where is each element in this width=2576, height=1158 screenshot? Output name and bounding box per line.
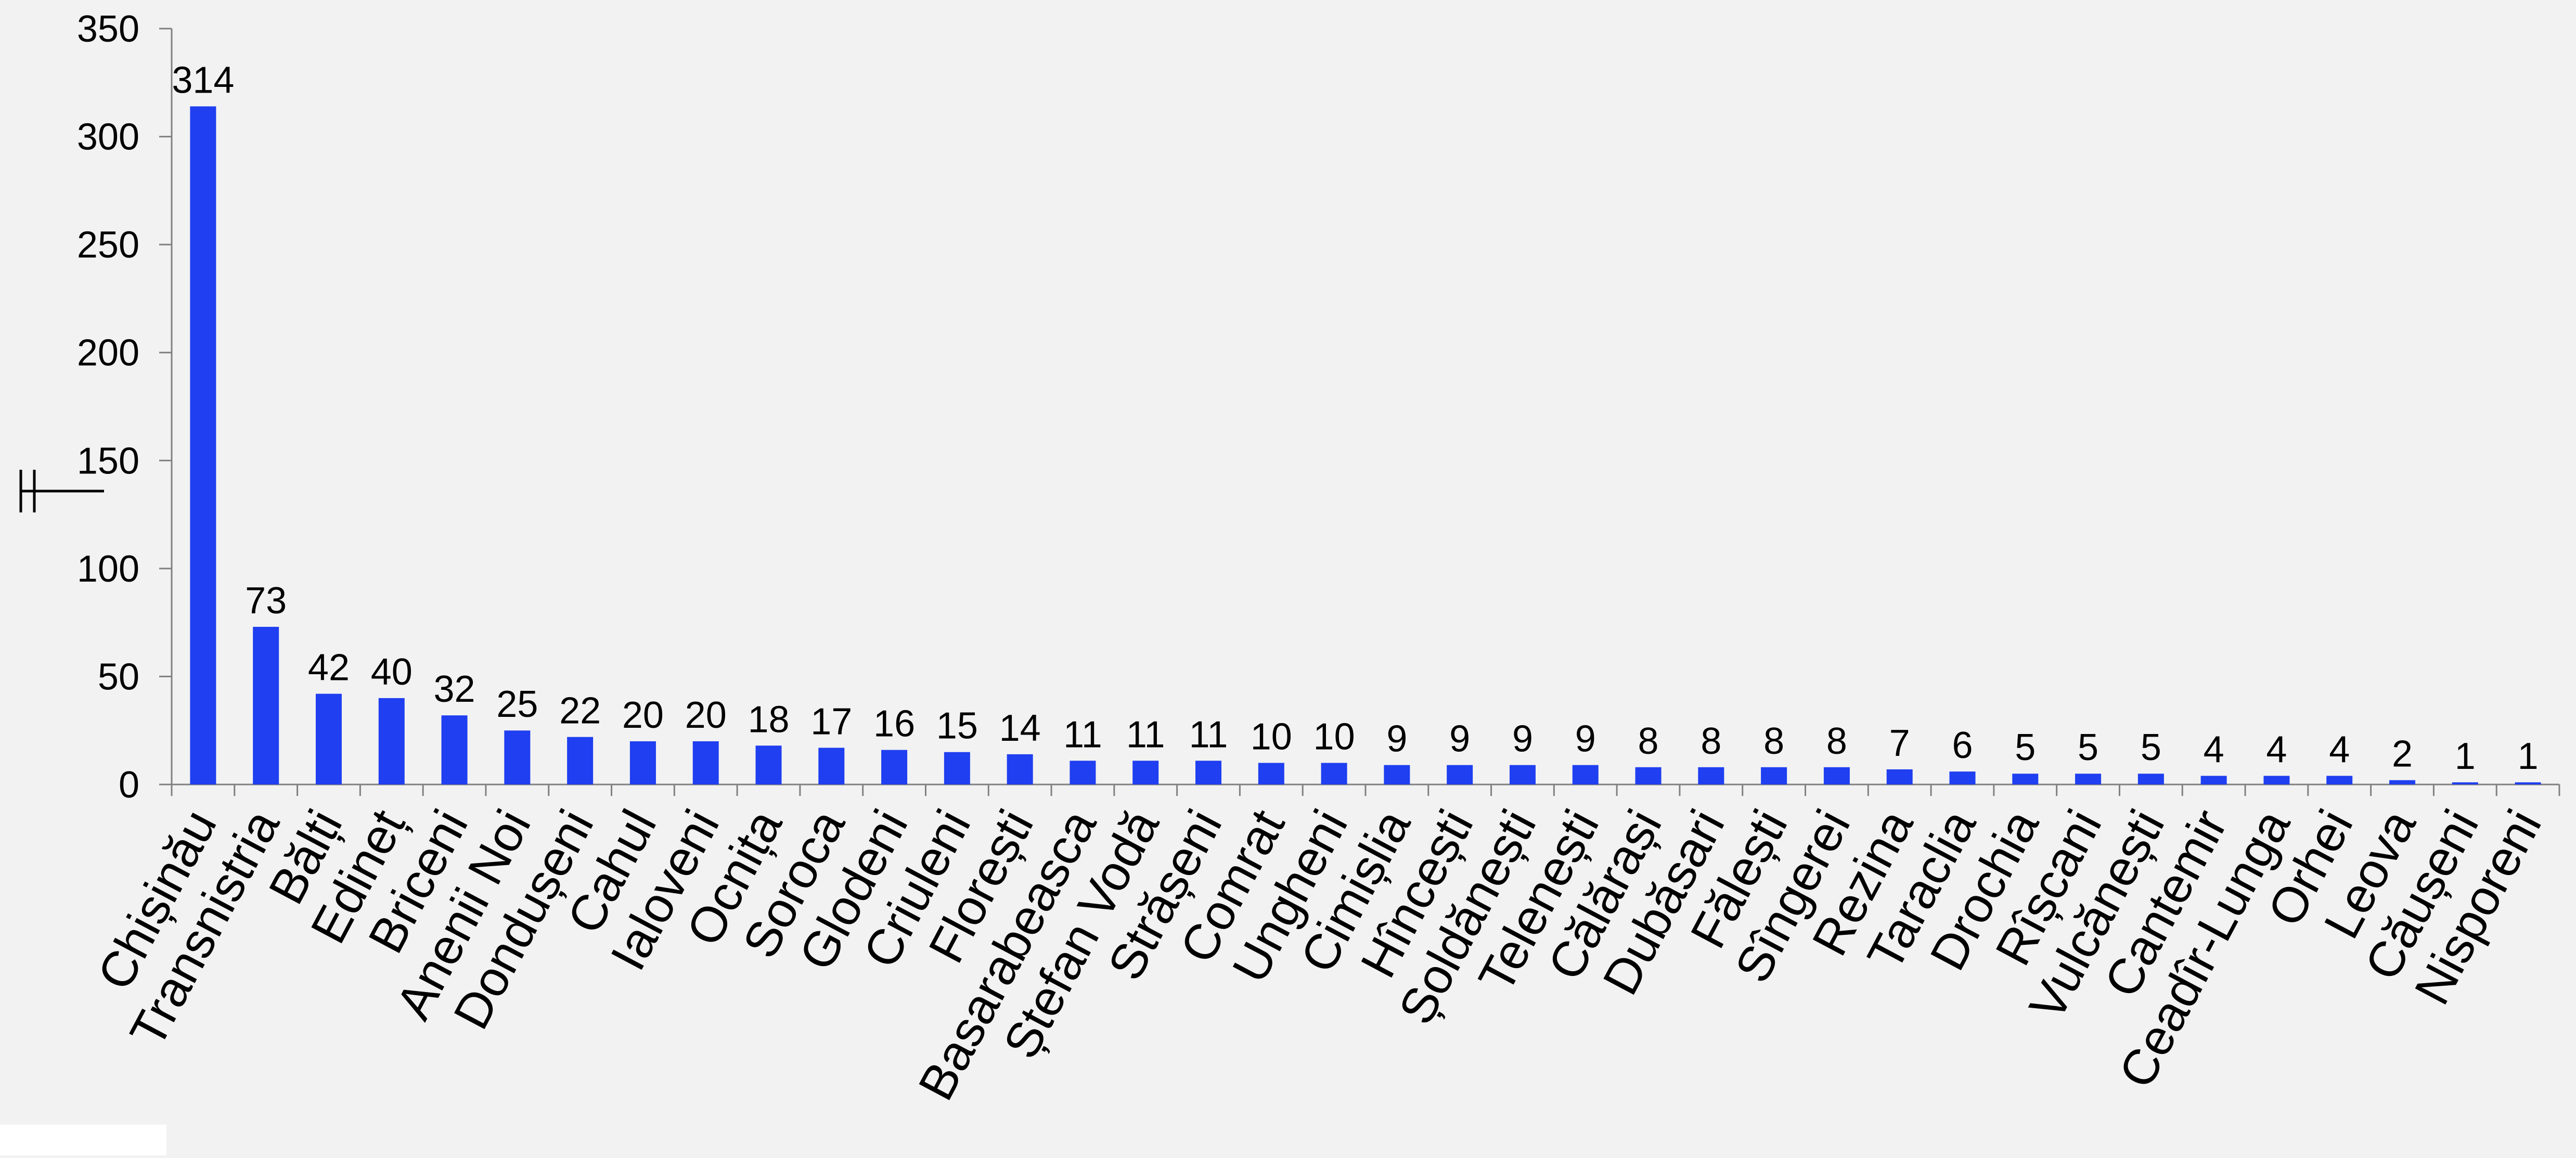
data-label: 10 bbox=[1251, 716, 1292, 757]
bar bbox=[2515, 782, 2541, 784]
data-label: 5 bbox=[2078, 727, 2098, 768]
bar bbox=[315, 693, 342, 784]
data-label: 5 bbox=[2015, 727, 2036, 768]
bar bbox=[755, 745, 782, 784]
data-label: 9 bbox=[1575, 718, 1596, 760]
data-label: 11 bbox=[1126, 714, 1165, 755]
bar bbox=[253, 626, 279, 784]
bar bbox=[2075, 774, 2102, 784]
bar bbox=[504, 730, 531, 784]
bar bbox=[1761, 767, 1787, 784]
data-label: 8 bbox=[1701, 720, 1721, 762]
bar bbox=[1070, 761, 1096, 784]
bar bbox=[190, 106, 216, 785]
y-tick-label: 300 bbox=[77, 117, 139, 158]
data-label: 18 bbox=[748, 699, 789, 740]
bar bbox=[378, 698, 405, 784]
data-label: 42 bbox=[308, 647, 350, 689]
data-label: 4 bbox=[2329, 729, 2350, 770]
data-label: 5 bbox=[2141, 727, 2161, 768]
data-label: 4 bbox=[2204, 729, 2224, 770]
bar bbox=[881, 750, 908, 784]
data-label: 17 bbox=[810, 701, 852, 742]
bar bbox=[1384, 765, 1410, 784]
data-label: 25 bbox=[496, 684, 538, 725]
data-label: 314 bbox=[172, 59, 234, 101]
y-tick-label: 200 bbox=[77, 332, 139, 374]
bar bbox=[1635, 767, 1661, 784]
bar bbox=[2012, 774, 2039, 784]
data-label: 7 bbox=[1889, 723, 1910, 764]
bar bbox=[944, 752, 970, 784]
data-label: 15 bbox=[936, 705, 978, 747]
data-label: 9 bbox=[1512, 718, 1533, 760]
data-label: 73 bbox=[245, 580, 287, 622]
data-label: 9 bbox=[1386, 718, 1407, 760]
bar bbox=[1949, 771, 1976, 784]
data-label: 40 bbox=[371, 651, 413, 693]
data-label: 32 bbox=[434, 668, 475, 710]
category-labels: ChișinăuTransnistriaBălțiEdinețBriceniAn… bbox=[87, 801, 2552, 1109]
bar bbox=[1195, 761, 1222, 784]
data-label: 8 bbox=[1826, 720, 1847, 762]
bar bbox=[2263, 776, 2290, 784]
bar bbox=[1007, 754, 1033, 784]
bar bbox=[1132, 761, 1159, 784]
bars bbox=[190, 106, 2541, 785]
bar bbox=[2326, 776, 2353, 784]
bar bbox=[567, 737, 594, 784]
bar bbox=[1258, 763, 1284, 784]
bar bbox=[1447, 765, 1473, 784]
y-tick-label: 100 bbox=[77, 548, 139, 590]
bar bbox=[1823, 767, 1850, 784]
y-tick-label: 350 bbox=[77, 8, 139, 50]
data-label: 20 bbox=[622, 694, 664, 736]
data-label: 9 bbox=[1449, 718, 1470, 760]
data-label: 8 bbox=[1763, 720, 1784, 762]
y-tick-labels: 0 50 100 150 200 250 300 350 bbox=[77, 8, 139, 806]
data-label: 16 bbox=[873, 703, 915, 745]
data-label: 8 bbox=[1638, 720, 1659, 762]
data-label: 11 bbox=[1063, 714, 1102, 755]
bar bbox=[1886, 769, 1913, 784]
data-label: 6 bbox=[1952, 725, 1973, 766]
y-tick-label: 0 bbox=[119, 764, 139, 806]
data-label: 2 bbox=[2392, 734, 2413, 775]
data-label: 20 bbox=[685, 694, 727, 736]
bar bbox=[1698, 767, 1724, 784]
bar bbox=[2137, 774, 2164, 784]
bar bbox=[818, 748, 845, 784]
data-label: 11 bbox=[1189, 714, 1228, 755]
bar bbox=[629, 741, 656, 784]
data-label: 1 bbox=[2518, 736, 2539, 777]
data-label: 14 bbox=[999, 707, 1041, 749]
bar bbox=[1572, 765, 1599, 784]
data-label: 10 bbox=[1313, 716, 1355, 757]
bar bbox=[692, 741, 719, 784]
white-corner-block bbox=[0, 1125, 166, 1155]
bar bbox=[1321, 763, 1347, 784]
bar bbox=[2452, 782, 2478, 784]
bar bbox=[2200, 776, 2227, 784]
bar bbox=[2389, 780, 2416, 784]
y-tick-label: 50 bbox=[98, 656, 139, 698]
bar bbox=[1509, 765, 1536, 784]
data-label: 4 bbox=[2266, 729, 2287, 770]
data-label: 1 bbox=[2455, 736, 2476, 777]
data-label: 22 bbox=[559, 690, 601, 732]
bar bbox=[441, 715, 468, 784]
y-tick-label: 250 bbox=[77, 224, 139, 266]
y-tick-label: 150 bbox=[77, 440, 139, 482]
